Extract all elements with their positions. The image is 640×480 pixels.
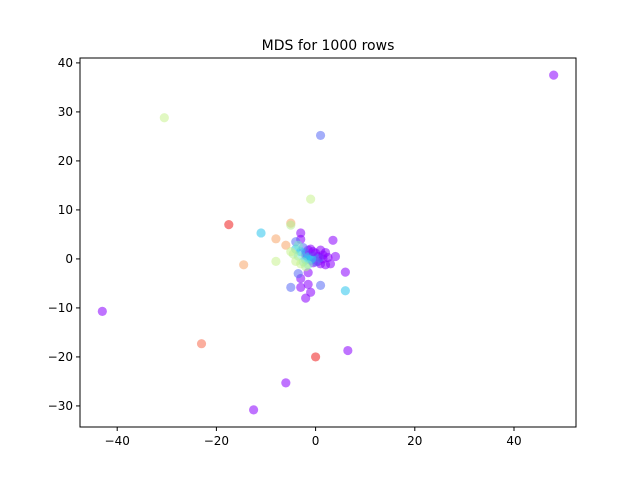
data-point <box>286 246 296 257</box>
x-tick-label: −20 <box>204 434 229 448</box>
data-point <box>281 378 291 388</box>
data-point <box>293 240 303 250</box>
data-point <box>306 287 316 297</box>
data-point <box>325 259 336 269</box>
x-tick-label: −40 <box>105 434 130 448</box>
data-point <box>315 245 326 255</box>
chart-title: MDS for 1000 rows <box>262 38 395 54</box>
y-tick-label: 30 <box>58 105 73 119</box>
y-tick-label: −30 <box>48 399 73 413</box>
data-point <box>196 339 207 349</box>
y-tick-label: −20 <box>48 350 73 364</box>
data-point <box>303 279 313 289</box>
data-point <box>315 130 326 141</box>
data-point <box>249 405 259 415</box>
data-point <box>315 280 326 290</box>
y-axis-ticks: −30 −20 −10 0 10 20 30 40 <box>48 56 80 413</box>
data-point <box>330 251 341 262</box>
data-point <box>328 235 338 245</box>
data-point <box>301 262 311 272</box>
data-point <box>224 220 234 230</box>
data-point <box>97 306 107 316</box>
data-point <box>256 228 266 238</box>
data-point <box>286 220 296 230</box>
y-tick-label: 0 <box>65 252 73 266</box>
plot-frame <box>79 57 577 428</box>
y-tick-label: 20 <box>58 154 73 168</box>
data-point <box>286 282 296 292</box>
data-point <box>306 194 316 204</box>
data-point <box>308 246 318 257</box>
data-point <box>271 256 281 266</box>
x-tick-label: 40 <box>506 434 521 448</box>
data-point <box>340 267 350 277</box>
x-axis-ticks: −40 −20 0 20 40 <box>105 427 522 448</box>
data-point <box>311 352 321 362</box>
y-tick-label: 10 <box>58 203 73 217</box>
data-point <box>281 240 291 250</box>
data-point <box>340 286 350 296</box>
data-point <box>296 282 306 292</box>
data-point <box>239 260 249 270</box>
y-tick-label: 40 <box>58 56 73 70</box>
data-point <box>293 269 303 279</box>
data-point <box>271 234 281 244</box>
data-point <box>296 228 306 238</box>
y-tick-label: −10 <box>48 301 73 315</box>
data-point <box>159 113 169 123</box>
points-layer <box>97 70 559 415</box>
x-tick-label: 0 <box>312 434 320 448</box>
data-point <box>343 345 353 356</box>
data-point <box>549 70 559 80</box>
x-tick-label: 20 <box>407 434 422 448</box>
